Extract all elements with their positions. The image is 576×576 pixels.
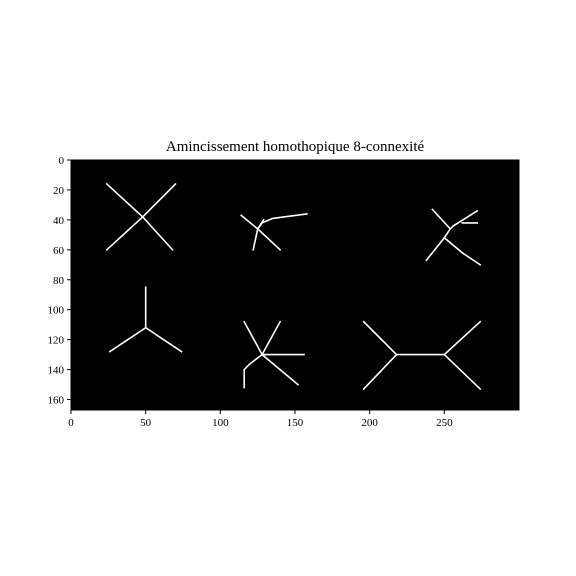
skeleton-h-shape — [362, 320, 482, 391]
y-axis: 0 20 40 60 80 100 120 140 160 — [48, 155, 71, 407]
skeleton-branch — [108, 326, 147, 353]
x-axis: 0 50 100 150 200 250 — [68, 410, 453, 429]
y-tick-label: 100 — [48, 305, 65, 317]
skeleton-x-cross — [105, 182, 177, 251]
skeleton-branch — [260, 353, 300, 386]
skeleton-branch — [105, 182, 177, 251]
y-tick-label: 40 — [53, 215, 65, 227]
y-tick-label: 160 — [48, 395, 65, 407]
x-tick-label: 50 — [140, 417, 152, 429]
skeleton-branch — [243, 353, 264, 389]
x-tick-label: 100 — [212, 417, 229, 429]
y-tick-label: 20 — [53, 185, 65, 197]
skeleton-branch-top-right — [425, 208, 482, 266]
y-tick-label: 80 — [53, 275, 65, 287]
y-tick-label: 0 — [59, 155, 65, 167]
skeleton-branch — [144, 326, 183, 353]
skeleton-branch — [443, 353, 482, 391]
x-tick-label: 200 — [361, 417, 378, 429]
x-tick-label: 250 — [436, 417, 453, 429]
y-tick-label: 140 — [48, 365, 65, 377]
y-tick-label: 120 — [48, 335, 65, 347]
skeleton-branch — [443, 320, 482, 356]
skeleton-branch-top-middle — [240, 213, 308, 251]
y-tick-label: 60 — [53, 245, 65, 257]
figure-title: Amincissement homothopique 8-connexité — [166, 139, 425, 155]
image-panel — [70, 159, 520, 411]
x-tick-label: 150 — [287, 417, 304, 429]
skeleton-y-junction — [108, 286, 183, 353]
skeleton-branch-bottom-middle — [243, 320, 305, 389]
skeleton-branch — [431, 208, 479, 231]
skeleton-branch — [256, 218, 265, 231]
skeleton-branch — [443, 236, 482, 266]
x-tick-label: 0 — [68, 417, 74, 429]
skeleton-shapes — [105, 182, 482, 391]
